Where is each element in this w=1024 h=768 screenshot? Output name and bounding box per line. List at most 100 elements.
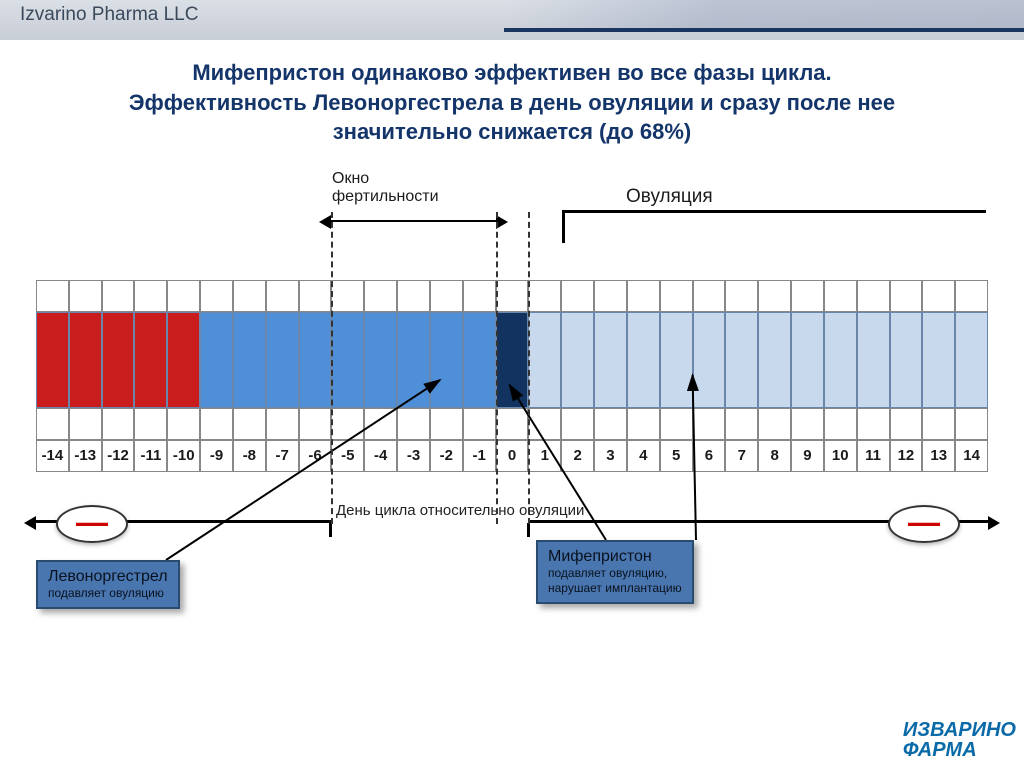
grid-cell [890,408,923,440]
grid-cell [627,408,660,440]
day-label: 5 [660,440,693,472]
fertility-window-arrow [331,220,495,222]
day-label: -7 [266,440,299,472]
dashed-vline [528,212,530,524]
grid-cell-color [791,312,824,408]
grid-cell [364,280,397,312]
grid-cell [857,280,890,312]
grid-cell [200,408,233,440]
day-label: -14 [36,440,69,472]
header-bar: Izvarino Pharma LLC [0,0,1024,40]
grid-cell-color [331,312,364,408]
day-label: -11 [134,440,167,472]
mife-name: Мифепристон [548,548,682,566]
day-label: -6 [299,440,332,472]
grid-cell [299,408,332,440]
grid-cell [331,408,364,440]
grid-cell-color [857,312,890,408]
grid-cell-color [364,312,397,408]
day-label: 0 [496,440,529,472]
grid-cell [200,280,233,312]
grid-cell-color [725,312,758,408]
day-label: 6 [693,440,726,472]
day-label: -10 [167,440,200,472]
grid-cell [134,408,167,440]
grid-cell [36,280,69,312]
grid-cell [758,408,791,440]
grid-cell [955,408,988,440]
grid-cell [266,408,299,440]
day-label: -13 [69,440,102,472]
grid-cell [36,408,69,440]
grid-cell [463,280,496,312]
info-box-mifepristone: Мифепристон подавляет овуляцию, нарушает… [536,540,694,604]
ovulation-label: Овуляция [626,186,713,208]
grid-cell [397,280,430,312]
grid-row-day-labels: -14-13-12-11-10-9-8-7-6-5-4-3-2-10123456… [36,440,988,472]
day-label: -3 [397,440,430,472]
grid-cell [397,408,430,440]
minus-marker-right: — [888,505,960,543]
day-label: 13 [922,440,955,472]
logo-line1: ИЗВАРИНО [903,719,1016,741]
day-label: 8 [758,440,791,472]
grid-cell [955,280,988,312]
grid-cell-color [397,312,430,408]
grid-cell [69,280,102,312]
grid-cell [890,280,923,312]
grid-cell-color [36,312,69,408]
logo-line2: ФАРМА [903,739,977,761]
grid-cell [922,408,955,440]
grid-cell [857,408,890,440]
arrowhead-left-icon [24,516,36,530]
day-label: 12 [890,440,923,472]
day-label: 4 [627,440,660,472]
fertility-window-text: Окно фертильности [332,170,439,206]
grid-cell [463,408,496,440]
dashed-vline [331,212,333,524]
grid-cell-color [430,312,463,408]
grid-cell [660,280,693,312]
grid-cell [660,408,693,440]
grid-cell-color [496,312,529,408]
minus-symbol: — [76,504,108,540]
slide-title: Мифепристон одинаково эффективен во все … [40,58,984,147]
grid-cell [167,280,200,312]
arrowhead-left-icon [319,215,331,229]
arrowhead-right-icon [988,516,1000,530]
day-label: 2 [561,440,594,472]
grid-cell-color [627,312,660,408]
x-axis-label: День цикла относительно овуляции [336,502,584,519]
title-line-2: значительно снижается (до 68%) [333,119,692,144]
grid-cell-color [594,312,627,408]
grid-cell-color [233,312,266,408]
grid-cell-color [463,312,496,408]
grid-cell-color [528,312,561,408]
grid-cell-color [824,312,857,408]
grid-cell [364,408,397,440]
day-label: 14 [955,440,988,472]
grid-cell [528,280,561,312]
grid-cell [102,408,135,440]
company-name: Izvarino Pharma LLC [20,4,198,25]
info-box-levonorgestrel: Левоноргестрел подавляет овуляцию [36,560,180,609]
ovulation-pointer-hline [562,210,986,213]
grid-cell [430,280,463,312]
grid-cell-color [69,312,102,408]
grid-cell-color [758,312,791,408]
dashed-vline [496,212,498,524]
grid-cell-color [102,312,135,408]
grid-cell-color [299,312,332,408]
grid-cell [69,408,102,440]
grid-cell [791,280,824,312]
levo-detail: подавляет овуляцию [48,586,168,601]
grid-cell [791,408,824,440]
day-label: -5 [331,440,364,472]
grid-cell-color [922,312,955,408]
grid-cell-color [890,312,923,408]
grid-cell [725,280,758,312]
grid-cell [233,408,266,440]
day-label: 7 [725,440,758,472]
day-label: 11 [857,440,890,472]
grid-cell [299,280,332,312]
